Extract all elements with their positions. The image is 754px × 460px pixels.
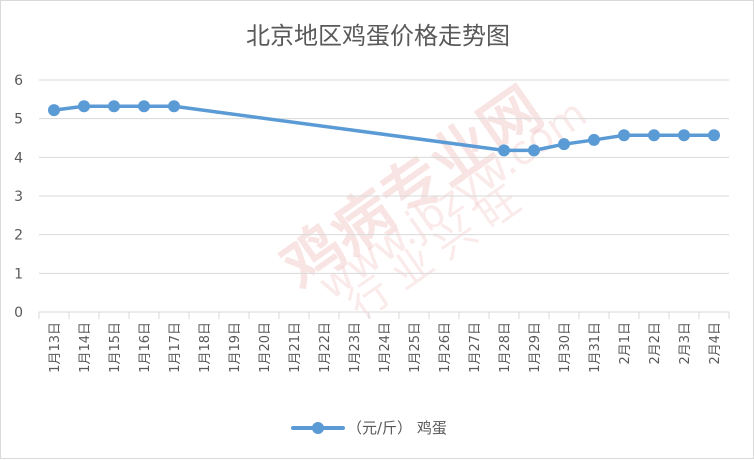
gridlines [38,79,730,319]
x-tick-label: 1月22日 [318,322,333,373]
x-tick-label: 2月2日 [648,322,663,365]
legend-label: （元/斤） 鸡蛋 [347,419,447,437]
x-tick-label: 1月23日 [348,322,363,373]
chart-title: 北京地区鸡蛋价格走势图 [246,22,510,50]
y-tick-label: 4 [14,150,23,166]
watermark: 鸡病专业网 www.jbzyw.com 行 业 兴 旺 [269,74,595,329]
data-point [558,138,570,151]
data-point [108,100,120,113]
x-tick-label: 1月15日 [108,322,123,373]
x-tick-label: 1月31日 [588,322,603,373]
y-tick-label: 5 [14,112,23,128]
x-tick-label: 1月24日 [378,322,393,373]
x-tick-label: 1月30日 [558,322,573,373]
x-axis-ticks: 1月13日 1月14日 1月15日 1月16日 1月17日 1月18日 1月19日 1月20日… [48,322,723,373]
legend-dot-marker [312,422,324,434]
series-egg-price [48,100,720,157]
series-line [53,104,714,153]
x-tick-label: 2月3日 [678,322,693,365]
data-point [588,133,600,146]
x-tick-label: 1月29日 [528,322,543,373]
data-point [498,144,510,157]
x-tick-label: 1月28日 [498,322,513,373]
x-tick-label: 1月16日 [138,322,153,373]
y-axis-ticks: 0 1 2 3 4 5 6 [14,73,23,321]
x-tick-label: 1月20日 [258,322,273,373]
y-tick-label: 1 [14,266,23,282]
data-point [78,100,90,113]
data-point [168,100,180,113]
x-tick-label: 1月21日 [288,322,303,373]
y-tick-label: 0 [14,305,23,321]
y-tick-label: 2 [14,228,23,244]
x-tick-label: 2月1日 [618,322,633,365]
x-tick-label: 1月17日 [168,322,183,373]
y-tick-label: 3 [14,189,23,205]
data-point [48,104,60,117]
y-tick-label: 6 [14,73,23,89]
x-tick-label: 1月26日 [438,322,453,373]
x-tick-label: 1月14日 [78,322,93,373]
data-point [678,129,690,142]
data-point [138,100,150,113]
x-tick-label: 2月4日 [708,322,723,365]
data-point [708,129,720,142]
x-tick-label: 1月27日 [468,322,483,373]
legend: （元/斤） 鸡蛋 [291,419,447,437]
x-tick-label: 1月19日 [228,322,243,373]
x-tick-label: 1月18日 [198,322,213,373]
data-point [648,129,660,142]
data-point [618,129,630,142]
x-tick-label: 1月25日 [408,322,423,373]
x-tick-label: 1月13日 [48,322,63,373]
data-point [528,144,540,157]
